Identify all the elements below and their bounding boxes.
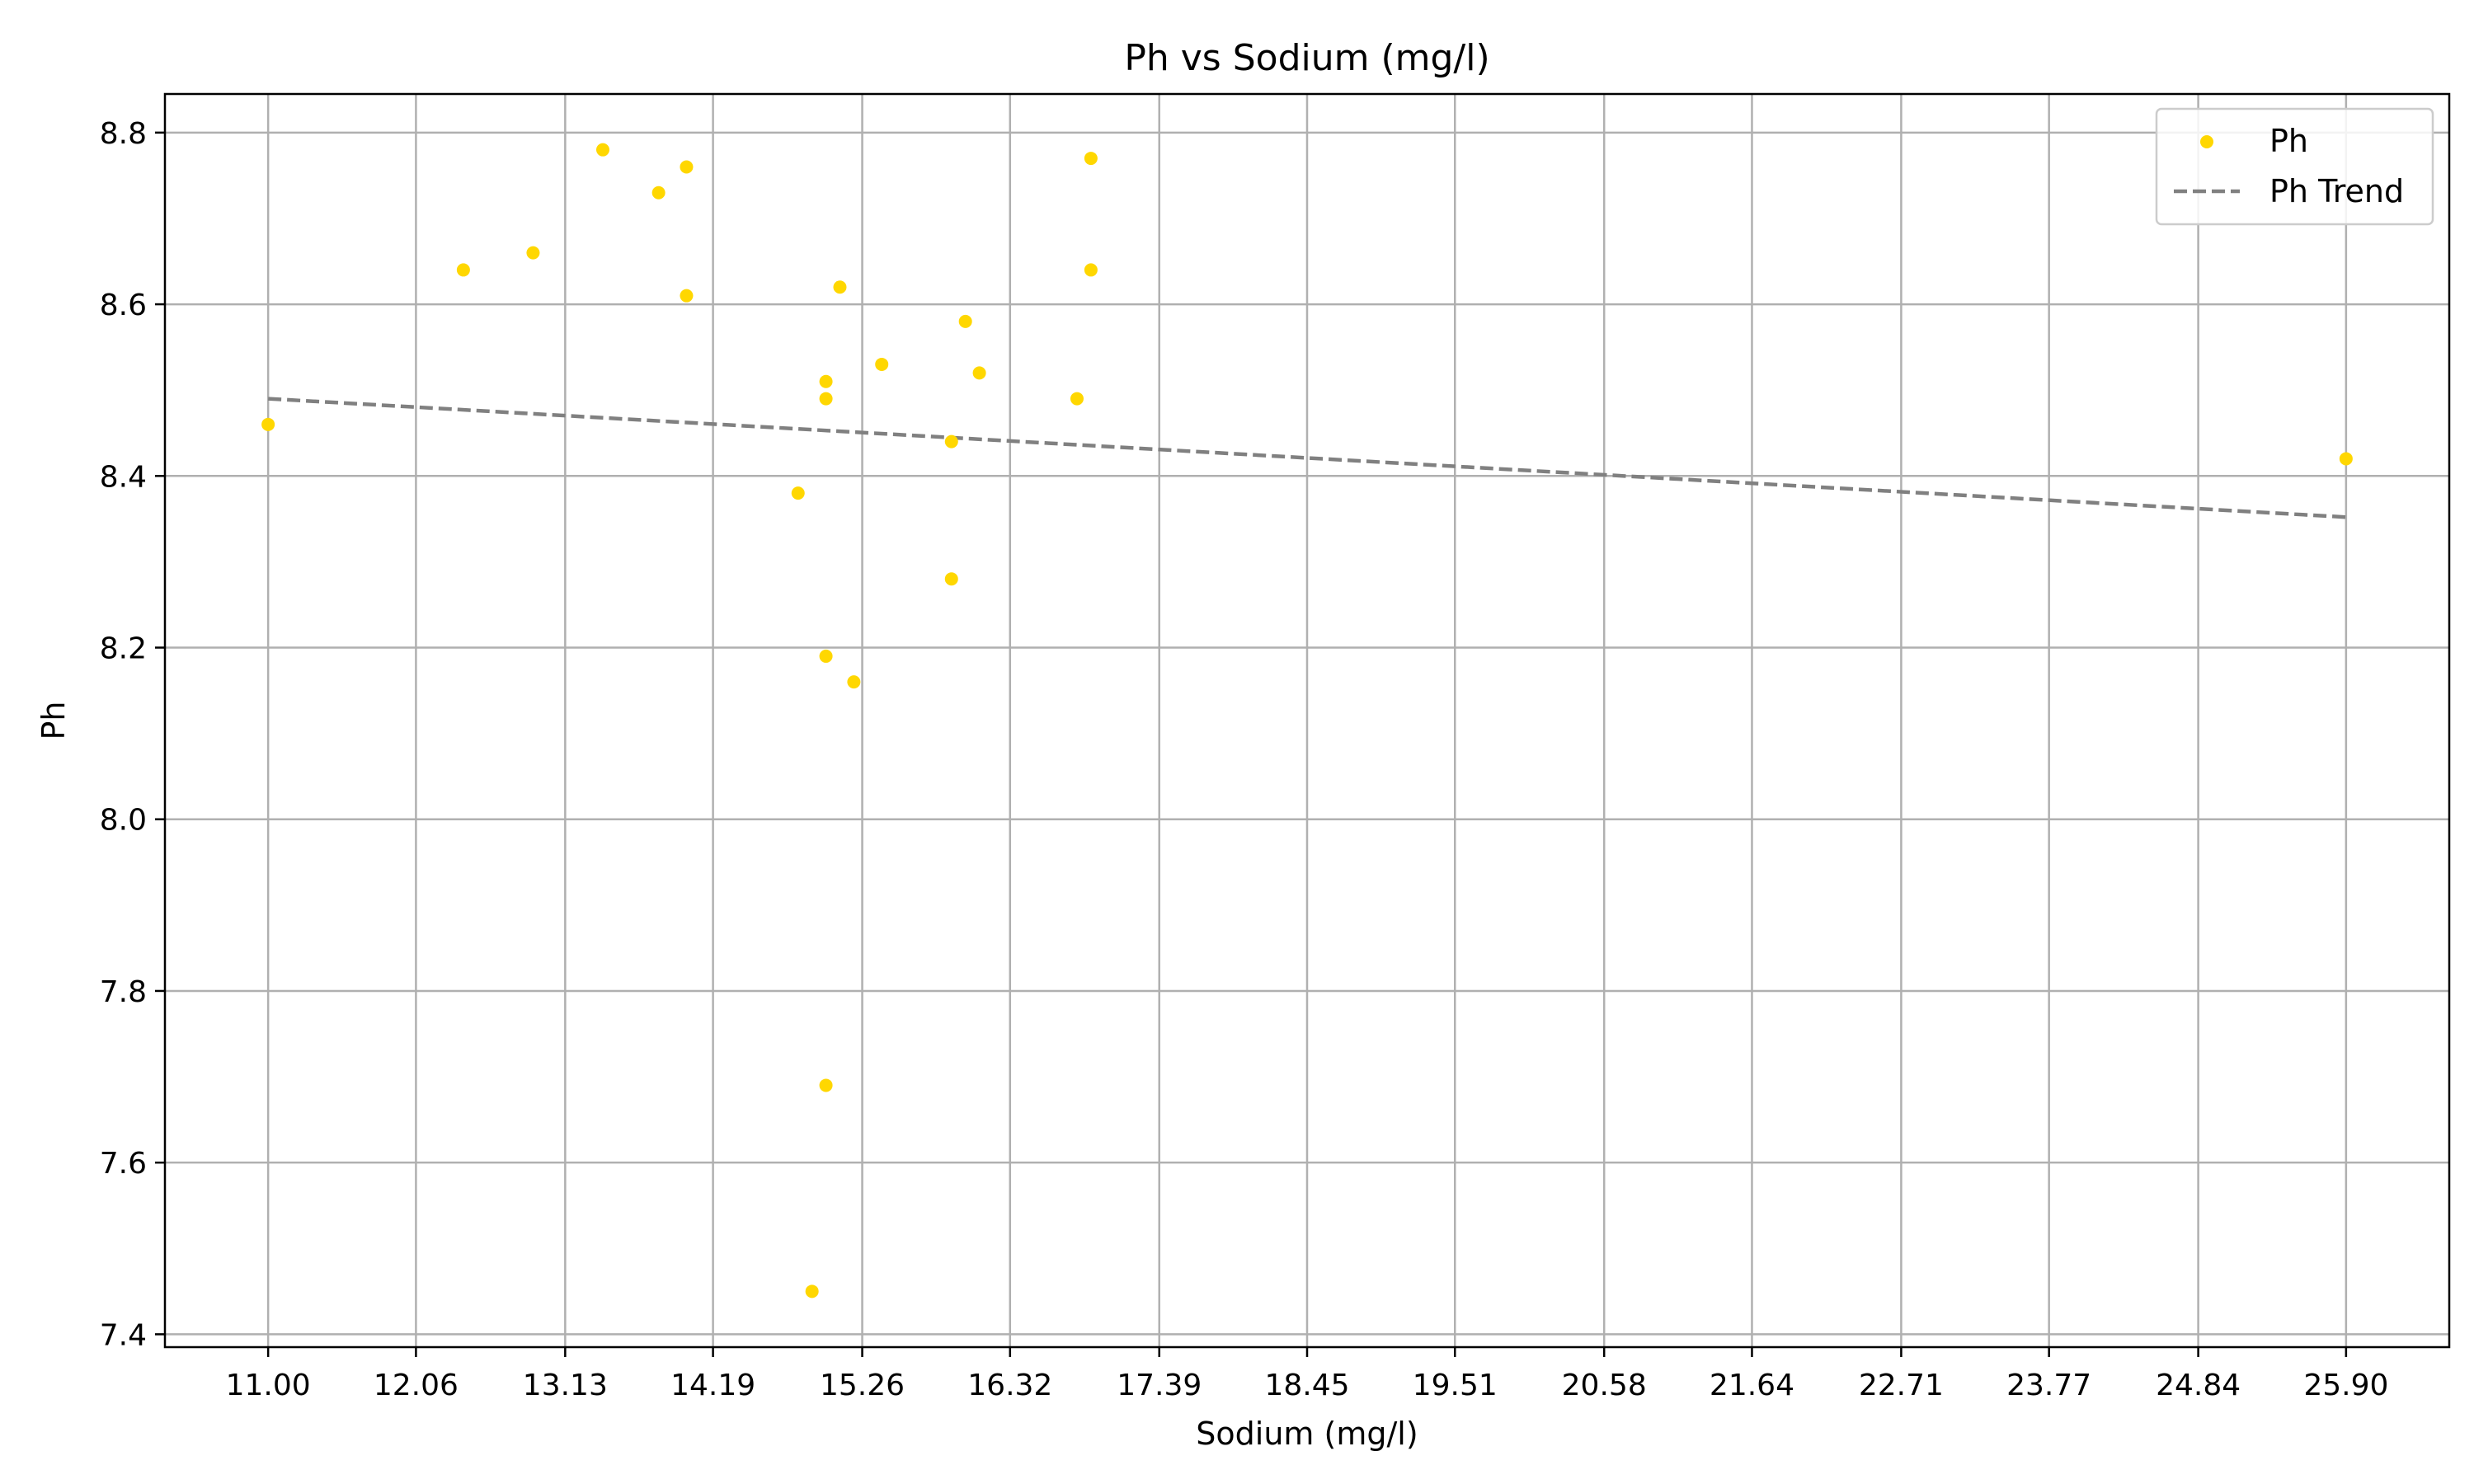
trend-series xyxy=(268,397,2346,519)
trend-line xyxy=(268,397,2346,519)
scatter-series xyxy=(261,143,2353,1298)
data-point xyxy=(526,246,540,260)
data-point xyxy=(261,417,275,431)
x-tick-label: 22.71 xyxy=(1859,1369,1944,1402)
data-point xyxy=(1070,392,1084,406)
data-point xyxy=(958,314,972,328)
data-point xyxy=(819,392,833,406)
y-tick-label: 7.4 xyxy=(100,1318,147,1352)
y-tick-label: 8.6 xyxy=(100,289,147,322)
data-point xyxy=(819,649,833,663)
y-tick-label: 8.8 xyxy=(100,117,147,151)
y-tick-label: 8.2 xyxy=(100,632,147,666)
y-tick-label: 8.0 xyxy=(100,804,147,838)
x-tick-label: 19.51 xyxy=(1413,1369,1498,1402)
data-point xyxy=(972,366,986,380)
data-point xyxy=(680,160,694,174)
x-tick-label: 17.39 xyxy=(1117,1369,1202,1402)
x-tick-label: 11.00 xyxy=(226,1369,311,1402)
legend-label-ph-trend: Ph Trend xyxy=(2269,173,2404,209)
y-tick-label: 7.6 xyxy=(100,1147,147,1181)
data-point xyxy=(944,434,958,448)
x-tick-label: 16.32 xyxy=(967,1369,1052,1402)
legend-label-ph: Ph xyxy=(2269,123,2308,159)
x-tick-label: 24.84 xyxy=(2156,1369,2241,1402)
legend-marker-ph xyxy=(2200,135,2213,148)
data-point xyxy=(596,143,610,157)
data-point xyxy=(2339,452,2353,466)
data-point xyxy=(944,572,958,586)
data-point xyxy=(875,357,889,371)
legend-frame xyxy=(2155,107,2434,226)
y-tick-label: 7.8 xyxy=(100,975,147,1009)
grid xyxy=(165,94,2449,1347)
chart-title: Ph vs Sodium (mg/l) xyxy=(1124,37,1489,79)
y-tick-label: 8.4 xyxy=(100,460,147,494)
x-tick-label: 23.77 xyxy=(2006,1369,2091,1402)
data-point xyxy=(456,263,470,277)
data-point xyxy=(833,280,847,294)
x-tick-label: 18.45 xyxy=(1264,1369,1349,1402)
x-tick-label: 12.06 xyxy=(374,1369,459,1402)
x-tick-label: 21.64 xyxy=(1710,1369,1794,1402)
data-point xyxy=(1084,263,1098,277)
data-point xyxy=(805,1284,819,1298)
data-point xyxy=(819,1078,833,1092)
x-tick-label: 25.90 xyxy=(2303,1369,2388,1402)
legend: Ph Ph Trend xyxy=(2155,107,2434,226)
y-axis-label: Ph xyxy=(35,702,72,740)
data-point xyxy=(847,675,861,689)
x-tick-label: 13.13 xyxy=(523,1369,608,1402)
axis-ticks: 11.00 12.06 13.13 14.19 15.26 16.32 17.39 18.45… xyxy=(100,117,2389,1402)
data-point xyxy=(1084,152,1098,166)
x-tick-label: 14.19 xyxy=(670,1369,755,1402)
data-point xyxy=(680,289,694,303)
data-point xyxy=(819,374,833,388)
x-axis-label: Sodium (mg/l) xyxy=(1196,1416,1418,1452)
data-point xyxy=(651,186,666,200)
data-point xyxy=(791,486,805,500)
x-tick-label: 20.58 xyxy=(1562,1369,1647,1402)
x-tick-label: 15.26 xyxy=(820,1369,905,1402)
